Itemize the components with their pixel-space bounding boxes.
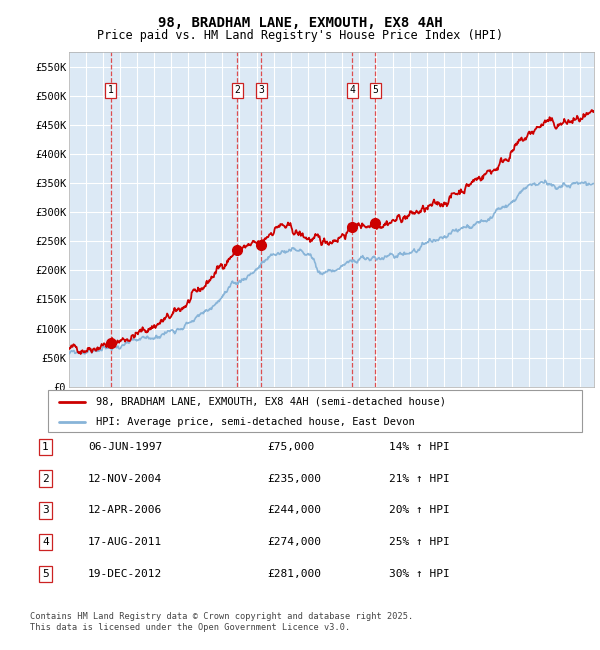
Text: £235,000: £235,000 [268,474,322,484]
Text: Price paid vs. HM Land Registry's House Price Index (HPI): Price paid vs. HM Land Registry's House … [97,29,503,42]
Text: 30% ↑ HPI: 30% ↑ HPI [389,569,449,579]
Text: HPI: Average price, semi-detached house, East Devon: HPI: Average price, semi-detached house,… [96,417,415,426]
Text: 2: 2 [235,86,240,96]
Text: 98, BRADHAM LANE, EXMOUTH, EX8 4AH: 98, BRADHAM LANE, EXMOUTH, EX8 4AH [158,16,442,31]
Text: 4: 4 [350,86,355,96]
Text: 1: 1 [107,86,113,96]
Text: 25% ↑ HPI: 25% ↑ HPI [389,538,449,547]
Text: 98, BRADHAM LANE, EXMOUTH, EX8 4AH (semi-detached house): 98, BRADHAM LANE, EXMOUTH, EX8 4AH (semi… [96,397,446,407]
Text: 2: 2 [42,474,49,484]
Text: £281,000: £281,000 [268,569,322,579]
Text: 4: 4 [42,538,49,547]
Text: Contains HM Land Registry data © Crown copyright and database right 2025.
This d: Contains HM Land Registry data © Crown c… [30,612,413,632]
Text: £244,000: £244,000 [268,506,322,515]
Text: 12-NOV-2004: 12-NOV-2004 [88,474,162,484]
Text: £274,000: £274,000 [268,538,322,547]
Text: 5: 5 [42,569,49,579]
Text: 3: 3 [259,86,264,96]
Text: £75,000: £75,000 [268,442,314,452]
Text: 1: 1 [42,442,49,452]
Text: 19-DEC-2012: 19-DEC-2012 [88,569,162,579]
Text: 5: 5 [373,86,378,96]
Text: 17-AUG-2011: 17-AUG-2011 [88,538,162,547]
Text: 14% ↑ HPI: 14% ↑ HPI [389,442,449,452]
Text: 12-APR-2006: 12-APR-2006 [88,506,162,515]
Text: 21% ↑ HPI: 21% ↑ HPI [389,474,449,484]
Text: 20% ↑ HPI: 20% ↑ HPI [389,506,449,515]
FancyBboxPatch shape [48,390,582,432]
Text: 3: 3 [42,506,49,515]
Text: 06-JUN-1997: 06-JUN-1997 [88,442,162,452]
